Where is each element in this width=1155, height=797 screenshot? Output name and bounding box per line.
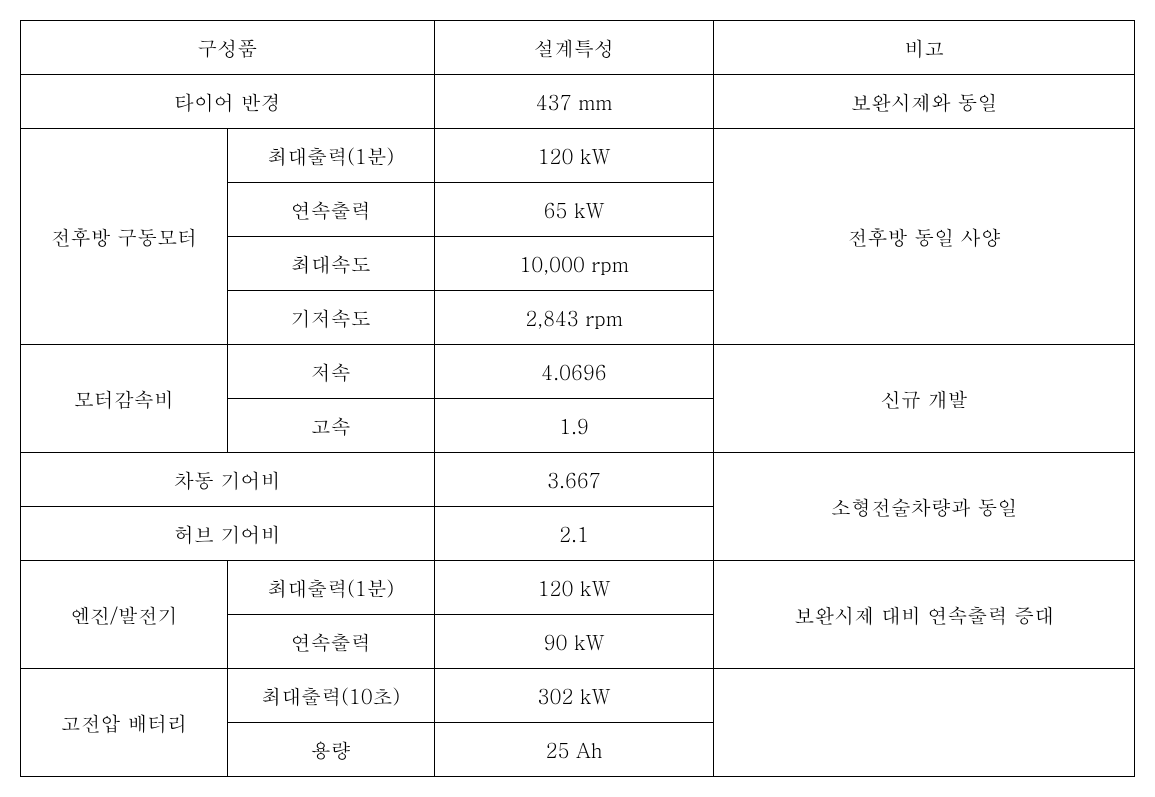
header-note: 비고 (714, 21, 1135, 75)
cell-engine-generator-group: 엔진/발전기 (21, 561, 228, 669)
cell-motor-reduction-note: 신규 개발 (714, 345, 1135, 453)
cell-hv-battery-group: 고전압 배터리 (21, 669, 228, 777)
cell-tire-radius-spec: 437 mm (434, 75, 714, 129)
cell-hv-battery-item-label: 용량 (227, 723, 434, 777)
cell-drive-motor-item-label: 최대출력(1분) (227, 129, 434, 183)
cell-hub-gear-label: 허브 기어비 (21, 507, 435, 561)
cell-drive-motor-item-label: 기저속도 (227, 291, 434, 345)
cell-engine-generator-item-spec: 120 kW (434, 561, 714, 615)
header-component: 구성품 (21, 21, 435, 75)
cell-hv-battery-item-spec: 302 kW (434, 669, 714, 723)
cell-motor-reduction-item-label: 저속 (227, 345, 434, 399)
cell-motor-reduction-item-label: 고속 (227, 399, 434, 453)
cell-motor-reduction-item-spec: 4.0696 (434, 345, 714, 399)
cell-hv-battery-item-label: 최대출력(10초) (227, 669, 434, 723)
cell-hv-battery-item-spec: 25 Ah (434, 723, 714, 777)
cell-engine-generator-item-label: 연속출력 (227, 615, 434, 669)
cell-drive-motor-group: 전후방 구동모터 (21, 129, 228, 345)
cell-tire-radius-label: 타이어 반경 (21, 75, 435, 129)
table-row: 고전압 배터리 최대출력(10초) 302 kW (21, 669, 1135, 723)
cell-gear-note: 소형전술차량과 동일 (714, 453, 1135, 561)
cell-tire-radius-note: 보완시제와 동일 (714, 75, 1135, 129)
cell-drive-motor-item-label: 최대속도 (227, 237, 434, 291)
cell-motor-reduction-group: 모터감속비 (21, 345, 228, 453)
cell-engine-generator-item-label: 최대출력(1분) (227, 561, 434, 615)
cell-drive-motor-item-label: 연속출력 (227, 183, 434, 237)
spec-table: 구성품 설계특성 비고 타이어 반경 437 mm 보완시제와 동일 전후방 구… (20, 20, 1135, 777)
cell-drive-motor-item-spec: 120 kW (434, 129, 714, 183)
table-row: 엔진/발전기 최대출력(1분) 120 kW 보완시제 대비 연속출력 증대 (21, 561, 1135, 615)
cell-hub-gear-spec: 2.1 (434, 507, 714, 561)
table-header-row: 구성품 설계특성 비고 (21, 21, 1135, 75)
table-row: 전후방 구동모터 최대출력(1분) 120 kW 전후방 동일 사양 (21, 129, 1135, 183)
table-row: 타이어 반경 437 mm 보완시제와 동일 (21, 75, 1135, 129)
header-spec: 설계특성 (434, 21, 714, 75)
cell-diff-gear-spec: 3.667 (434, 453, 714, 507)
table-row: 차동 기어비 3.667 소형전술차량과 동일 (21, 453, 1135, 507)
cell-motor-reduction-item-spec: 1.9 (434, 399, 714, 453)
cell-engine-generator-item-spec: 90 kW (434, 615, 714, 669)
cell-drive-motor-item-spec: 10,000 rpm (434, 237, 714, 291)
table-row: 모터감속비 저속 4.0696 신규 개발 (21, 345, 1135, 399)
cell-drive-motor-item-spec: 65 kW (434, 183, 714, 237)
cell-engine-generator-note: 보완시제 대비 연속출력 증대 (714, 561, 1135, 669)
cell-diff-gear-label: 차동 기어비 (21, 453, 435, 507)
spec-table-container: 구성품 설계특성 비고 타이어 반경 437 mm 보완시제와 동일 전후방 구… (20, 20, 1135, 777)
cell-drive-motor-note: 전후방 동일 사양 (714, 129, 1135, 345)
cell-hv-battery-note (714, 669, 1135, 777)
cell-drive-motor-item-spec: 2,843 rpm (434, 291, 714, 345)
